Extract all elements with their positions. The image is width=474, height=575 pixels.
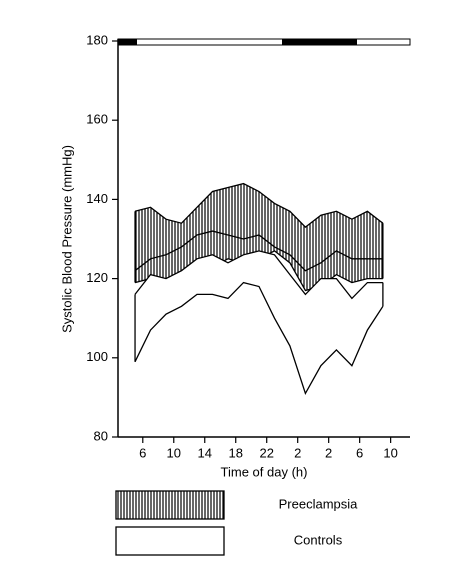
band-upper	[134, 182, 384, 228]
x-tick-label: 10	[167, 445, 181, 460]
legend-swatch	[115, 490, 225, 520]
y-tick-label: 80	[94, 428, 108, 443]
y-axis-title: Systolic Blood Pressure (mmHg)	[59, 145, 74, 333]
x-tick-label: 2	[325, 445, 332, 460]
y-tick-label: 140	[86, 191, 108, 206]
x-tick-label: 14	[198, 445, 212, 460]
x-tick-label: 18	[228, 445, 242, 460]
y-tick-label: 120	[86, 270, 108, 285]
y-tick-label: 180	[86, 32, 108, 47]
y-tick-label: 160	[86, 112, 108, 127]
legend-label: Preeclampsia	[279, 496, 359, 511]
x-tick-label: 6	[356, 445, 363, 460]
x-tick-label: 6	[139, 445, 146, 460]
night-bar	[117, 38, 411, 46]
band-upper	[134, 250, 383, 300]
x-tick-label: 22	[259, 445, 273, 460]
x-tick-label: 10	[383, 445, 397, 460]
band-mean	[134, 230, 383, 272]
legend: Preeclampsia Controls	[115, 490, 359, 556]
y-tick-label: 100	[86, 349, 108, 364]
x-tick-label: 2	[294, 445, 301, 460]
legend-label: Controls	[294, 532, 343, 547]
band-lower	[134, 281, 384, 396]
legend-swatch	[115, 526, 225, 556]
band-area	[135, 250, 383, 394]
x-axis-title: Time of day (h)	[221, 464, 308, 479]
